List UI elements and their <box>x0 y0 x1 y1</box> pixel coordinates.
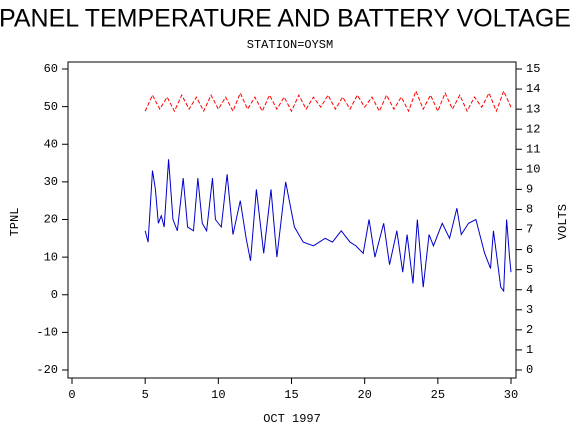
y-tick-label: 40 <box>44 137 58 151</box>
x-tick-label: 10 <box>211 388 225 402</box>
y2-tick-label: 0 <box>526 363 533 377</box>
y2-tick-label: 10 <box>526 163 540 177</box>
x-tick-label: 30 <box>504 388 518 402</box>
x-tick-label: 0 <box>68 388 75 402</box>
y2-tick-label: 5 <box>526 263 533 277</box>
x-axis-label: OCT 1997 <box>263 412 321 426</box>
y-tick-label: 0 <box>51 288 58 302</box>
y-tick-label: -10 <box>36 326 58 340</box>
data-line <box>144 159 512 293</box>
y2-axis-label: VOLTS <box>556 204 570 240</box>
x-tick-label: 20 <box>357 388 371 402</box>
chart-title: PANEL TEMPERATURE AND BATTERY VOLTAGE <box>0 5 570 33</box>
y2-tick-label: 6 <box>526 243 533 257</box>
y2-tick-label: 1 <box>526 343 533 357</box>
y2-tick-label: 14 <box>526 82 540 96</box>
y2-tick-label: 15 <box>526 62 540 76</box>
y-tick-label: -20 <box>36 363 58 377</box>
x-tick-label: 5 <box>142 388 149 402</box>
y-axis-label: TPNL <box>8 208 22 237</box>
y2-tick-label: 11 <box>526 142 540 156</box>
y2-tick-label: 13 <box>526 102 540 116</box>
y-tick-label: 50 <box>44 100 58 114</box>
data-line <box>144 89 512 113</box>
x-tick-label: 25 <box>431 388 445 402</box>
y2-tick-label: 9 <box>526 183 533 197</box>
y-tick-label: 30 <box>44 175 58 189</box>
y2-tick-label: 12 <box>526 122 540 136</box>
y-tick-label: 20 <box>44 213 58 227</box>
y2-tick-label: 4 <box>526 283 533 297</box>
plot-frame <box>67 61 517 379</box>
y-tick-label: 10 <box>44 250 58 264</box>
y2-tick-label: 8 <box>526 203 533 217</box>
y2-tick-label: 3 <box>526 303 533 317</box>
y-tick-label: 60 <box>44 62 58 76</box>
y2-tick-label: 7 <box>526 223 533 237</box>
chart-subtitle: STATION=OYSM <box>247 38 333 52</box>
x-tick-label: 15 <box>284 388 298 402</box>
y2-tick-label: 2 <box>526 323 533 337</box>
